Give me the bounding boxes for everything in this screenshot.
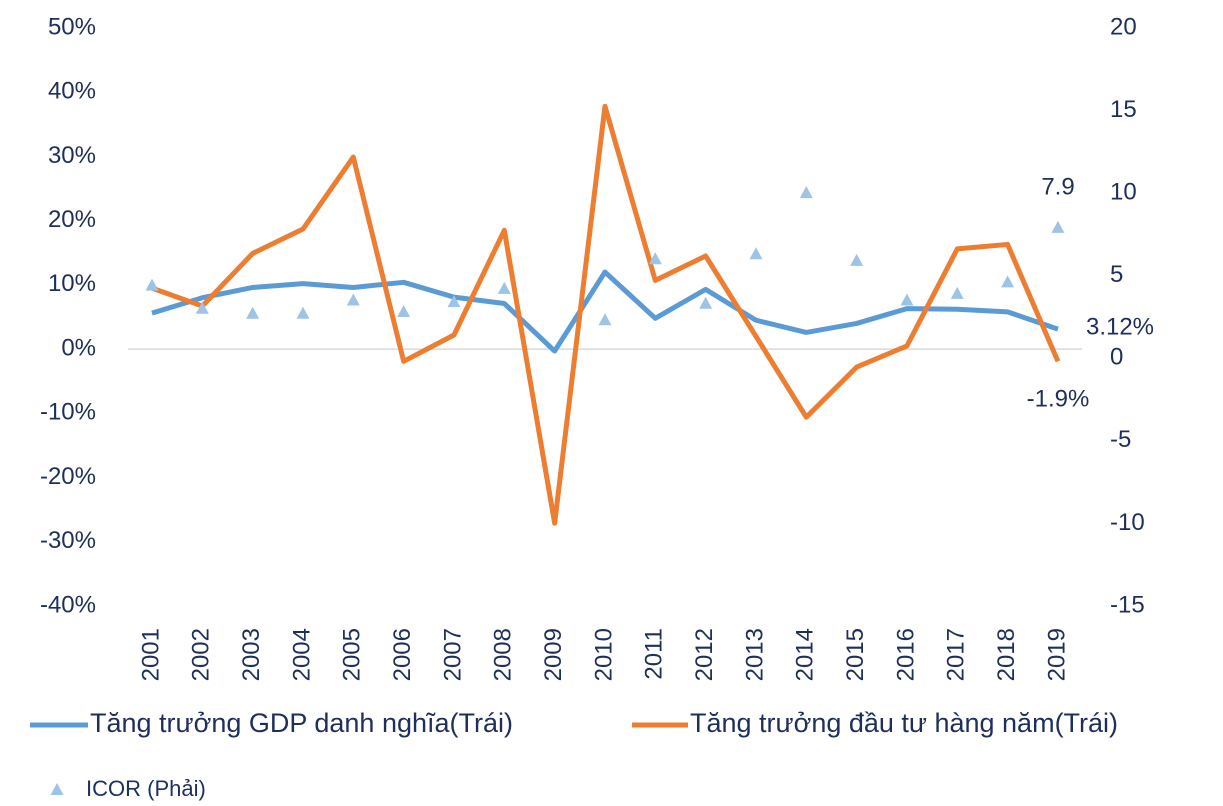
legend-swatch — [50, 783, 64, 795]
y-tick-label: -20% — [40, 463, 96, 490]
icor-marker — [648, 252, 662, 265]
icor-marker — [296, 306, 310, 319]
x-tick-label: 2004 — [288, 628, 315, 681]
icor-marker — [195, 301, 209, 314]
y-tick-label: -30% — [40, 527, 96, 554]
y-tick-label: 30% — [48, 142, 96, 169]
x-tick-label: 2016 — [892, 628, 919, 681]
icor-marker — [1051, 220, 1065, 233]
series-line — [151, 103, 1061, 526]
y-tick-label: 10% — [48, 270, 96, 297]
icor-marker — [497, 281, 511, 294]
y2-tick-label: 15 — [1110, 96, 1137, 123]
x-tick-label: 2014 — [792, 628, 819, 681]
x-tick-label: 2015 — [842, 628, 869, 681]
icor-marker — [447, 295, 461, 308]
icor-marker — [397, 305, 411, 318]
y-tick-label: 20% — [48, 206, 96, 233]
y2-tick-label: 5 — [1110, 261, 1123, 288]
x-tick-label: 2018 — [993, 628, 1020, 681]
y2-tick-label: -10 — [1110, 509, 1145, 536]
x-tick-label: 2013 — [741, 628, 768, 681]
x-tick-label: 2008 — [490, 628, 517, 681]
x-tick-label: 2009 — [540, 628, 567, 681]
icor-marker — [246, 306, 260, 319]
icor-marker — [145, 278, 159, 291]
icor-marker — [346, 293, 360, 306]
icor-marker — [749, 247, 763, 260]
icor-marker — [598, 313, 612, 326]
y2-tick-label: -15 — [1110, 591, 1145, 618]
x-tick-label: 2017 — [943, 628, 970, 681]
y-tick-label: -10% — [40, 399, 96, 426]
y2-tick-label: 10 — [1110, 178, 1137, 205]
x-tick-label: 2012 — [691, 628, 718, 681]
y-tick-label: 40% — [48, 78, 96, 105]
x-tick-label: 2003 — [238, 628, 265, 681]
x-tick-label: 2011 — [641, 628, 668, 680]
x-tick-label: 2010 — [590, 628, 617, 681]
legend-label: Tăng trưởng GDP danh nghĩa(Trái) — [90, 708, 513, 738]
icor-marker — [1001, 275, 1015, 288]
data-label: -1.9% — [1027, 385, 1090, 412]
y2-tick-label: -5 — [1110, 426, 1131, 453]
x-tick-label: 2002 — [188, 628, 215, 681]
icor-marker — [799, 186, 813, 199]
y-tick-label: 0% — [61, 334, 96, 361]
y2-tick-label: 20 — [1110, 13, 1137, 40]
series-line — [151, 269, 1059, 354]
y-tick-label: 50% — [48, 13, 96, 40]
legend-label: Tăng trưởng đầu tư hàng năm(Trái) — [690, 708, 1118, 738]
y2-tick-label: 0 — [1110, 344, 1123, 371]
x-tick-label: 2005 — [339, 628, 366, 681]
x-tick-label: 2006 — [389, 628, 416, 681]
legend-label: ICOR (Phải) — [86, 776, 206, 801]
y-tick-label: -40% — [40, 591, 96, 618]
x-tick-label: 2007 — [439, 628, 466, 681]
x-tick-label: 2001 — [137, 628, 164, 681]
x-tick-label: 2019 — [1043, 628, 1070, 681]
icor-marker — [699, 296, 713, 309]
icor-marker — [900, 293, 914, 306]
data-label: 3.12% — [1086, 313, 1154, 340]
data-label: 7.9 — [1041, 173, 1074, 200]
icor-marker — [950, 286, 964, 299]
icor-marker — [850, 253, 864, 266]
